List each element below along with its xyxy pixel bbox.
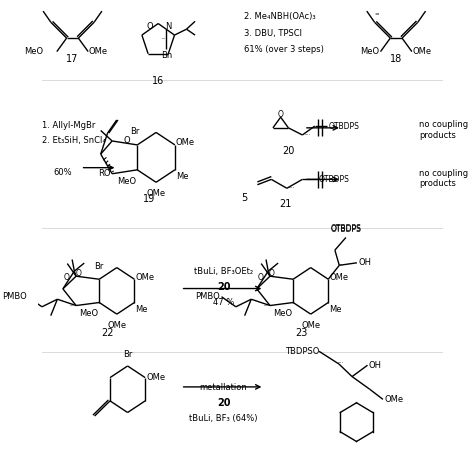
- Text: ....: ....: [339, 262, 345, 266]
- Text: O: O: [147, 22, 154, 31]
- Text: O: O: [123, 136, 130, 145]
- Text: OMe: OMe: [329, 273, 348, 282]
- Text: 60%: 60%: [53, 168, 72, 177]
- Text: MeO: MeO: [25, 47, 44, 56]
- Text: OTBDPS: OTBDPS: [330, 225, 361, 234]
- Text: 5: 5: [241, 193, 247, 203]
- Text: 20: 20: [217, 398, 230, 408]
- Text: no coupling
products: no coupling products: [419, 169, 469, 188]
- Text: O: O: [75, 269, 81, 278]
- Text: 1. Allyl-MgBr: 1. Allyl-MgBr: [42, 121, 95, 130]
- Text: OH: OH: [358, 258, 371, 267]
- Text: 61% (over 3 steps): 61% (over 3 steps): [244, 45, 324, 54]
- Text: O: O: [269, 269, 275, 278]
- Text: PMBO: PMBO: [1, 292, 27, 301]
- Text: OMe: OMe: [413, 47, 432, 56]
- Text: Br: Br: [123, 350, 132, 359]
- Text: OTBDPS: OTBDPS: [319, 175, 350, 184]
- Text: MeO: MeO: [79, 309, 98, 318]
- Text: RO: RO: [99, 169, 111, 178]
- Text: OMe: OMe: [176, 138, 195, 147]
- Text: tBuLi, BF₃OEt₂: tBuLi, BF₃OEt₂: [194, 267, 253, 276]
- Text: MeO: MeO: [117, 177, 136, 186]
- Text: ....: ....: [289, 184, 295, 189]
- Text: metallation: metallation: [200, 383, 247, 392]
- Text: 22: 22: [102, 328, 114, 337]
- Text: =: =: [374, 12, 379, 17]
- Text: OMe: OMe: [89, 47, 108, 56]
- Text: OMe: OMe: [146, 373, 165, 382]
- Text: 21: 21: [279, 199, 292, 209]
- Text: 18: 18: [390, 54, 402, 64]
- Text: 20: 20: [282, 146, 295, 155]
- Text: 17: 17: [66, 54, 79, 64]
- Text: MeO: MeO: [273, 309, 292, 318]
- Text: Me: Me: [136, 305, 148, 314]
- Text: 16: 16: [152, 76, 164, 86]
- Text: PMBO: PMBO: [196, 292, 220, 301]
- Text: no coupling
products: no coupling products: [419, 120, 469, 140]
- Text: O: O: [64, 273, 70, 282]
- Text: OTBDPS: OTBDPS: [328, 121, 359, 130]
- Text: OMe: OMe: [136, 273, 155, 282]
- Text: Me: Me: [176, 172, 188, 181]
- Text: OTBDPS: OTBDPS: [330, 224, 361, 233]
- Text: OH: OH: [369, 361, 382, 370]
- Text: OMe: OMe: [146, 189, 165, 198]
- Text: Br: Br: [94, 262, 103, 271]
- Text: 20: 20: [217, 282, 230, 292]
- Text: Bn: Bn: [161, 51, 172, 60]
- Text: OMe: OMe: [384, 395, 403, 404]
- Text: MeO: MeO: [361, 47, 380, 56]
- Text: ...: ...: [70, 301, 74, 307]
- Text: 19: 19: [143, 194, 155, 204]
- Text: ....: ....: [161, 35, 167, 40]
- Text: ....: ....: [304, 131, 310, 136]
- Text: 2. Me₄NBH(OAc)₃: 2. Me₄NBH(OAc)₃: [244, 12, 316, 21]
- Text: TBDPSO: TBDPSO: [285, 347, 319, 356]
- Text: OMe: OMe: [107, 321, 127, 330]
- Text: 23: 23: [296, 328, 308, 337]
- Text: Me: Me: [329, 305, 342, 314]
- Text: O: O: [257, 273, 264, 282]
- Text: 3. DBU, TPSCl: 3. DBU, TPSCl: [244, 29, 302, 38]
- Text: ...: ...: [264, 301, 268, 307]
- Text: N: N: [165, 22, 172, 31]
- Text: tBuLi, BF₃ (64%): tBuLi, BF₃ (64%): [189, 414, 258, 423]
- Text: ....: ....: [338, 359, 344, 364]
- Text: 47 %: 47 %: [213, 298, 234, 307]
- Text: 2. Et₃SiH, SnCl₄: 2. Et₃SiH, SnCl₄: [42, 137, 106, 146]
- Text: OMe: OMe: [301, 321, 320, 330]
- Text: Br: Br: [130, 128, 140, 137]
- Text: O: O: [278, 110, 283, 119]
